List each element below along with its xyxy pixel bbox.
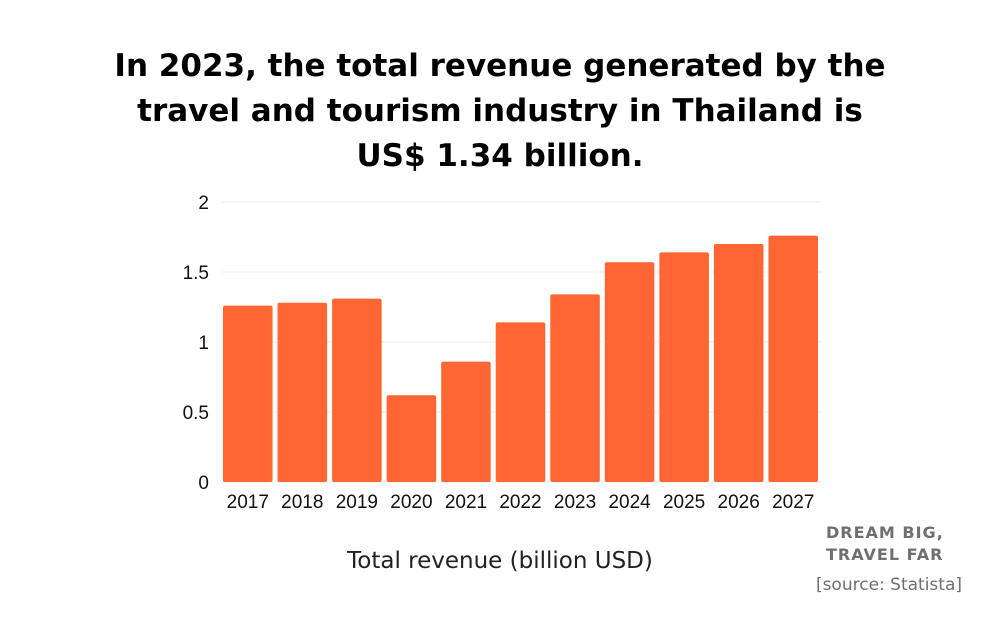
x-tick-label: 2022 xyxy=(499,492,541,513)
x-tick-label: 2025 xyxy=(663,492,705,513)
bar-2018 xyxy=(277,302,328,482)
title-line-1: In 2023, the total revenue generated by … xyxy=(114,48,886,84)
bar-2021 xyxy=(441,361,491,482)
y-tick-label: 1.5 xyxy=(183,263,209,284)
bar-2017 xyxy=(223,305,273,482)
x-tick-label: 2018 xyxy=(281,492,323,513)
brand-line-2: TRAVEL FAR xyxy=(826,545,944,564)
bar-2023 xyxy=(550,294,600,482)
bar-2027 xyxy=(768,235,818,482)
y-tick-label: 0 xyxy=(198,473,209,494)
bar-2019 xyxy=(332,298,382,482)
bar-2026 xyxy=(713,244,764,482)
bar-2020 xyxy=(386,395,437,482)
source-note: [source: Statista] xyxy=(815,575,962,595)
y-tick-label: 0.5 xyxy=(183,403,209,424)
bars xyxy=(223,235,818,482)
brand-line-1: DREAM BIG, xyxy=(826,523,944,542)
title-line-2: travel and tourism industry in Thailand … xyxy=(137,93,863,129)
y-tick-label: 1 xyxy=(198,333,209,354)
title-line-3: US$ 1.34 billion. xyxy=(356,138,644,174)
x-tick-label: 2020 xyxy=(390,492,432,513)
x-tick-label: 2021 xyxy=(445,492,487,513)
bar-2024 xyxy=(604,262,655,482)
brand-logo-text: DREAM BIG, TRAVEL FAR xyxy=(826,522,966,566)
x-tick-label: 2019 xyxy=(336,492,378,513)
x-axis-ticks: 2017 2018 2019 2020 2021 2022 2023 2024 2025 2026… xyxy=(227,492,815,513)
x-tick-label: 2017 xyxy=(227,492,269,513)
x-tick-label: 2024 xyxy=(608,492,651,513)
x-tick-label: 2026 xyxy=(718,492,760,513)
bar-2025 xyxy=(659,252,709,482)
y-tick-label: 2 xyxy=(198,193,209,214)
bar-2022 xyxy=(495,322,546,482)
x-tick-label: 2027 xyxy=(772,492,814,513)
x-axis-label: Total revenue (billion USD) xyxy=(347,548,653,574)
chart-title: In 2023, the total revenue generated by … xyxy=(100,44,900,179)
x-tick-label: 2023 xyxy=(554,492,596,513)
y-axis-ticks: 0 0.5 1 1.5 2 xyxy=(183,193,209,494)
